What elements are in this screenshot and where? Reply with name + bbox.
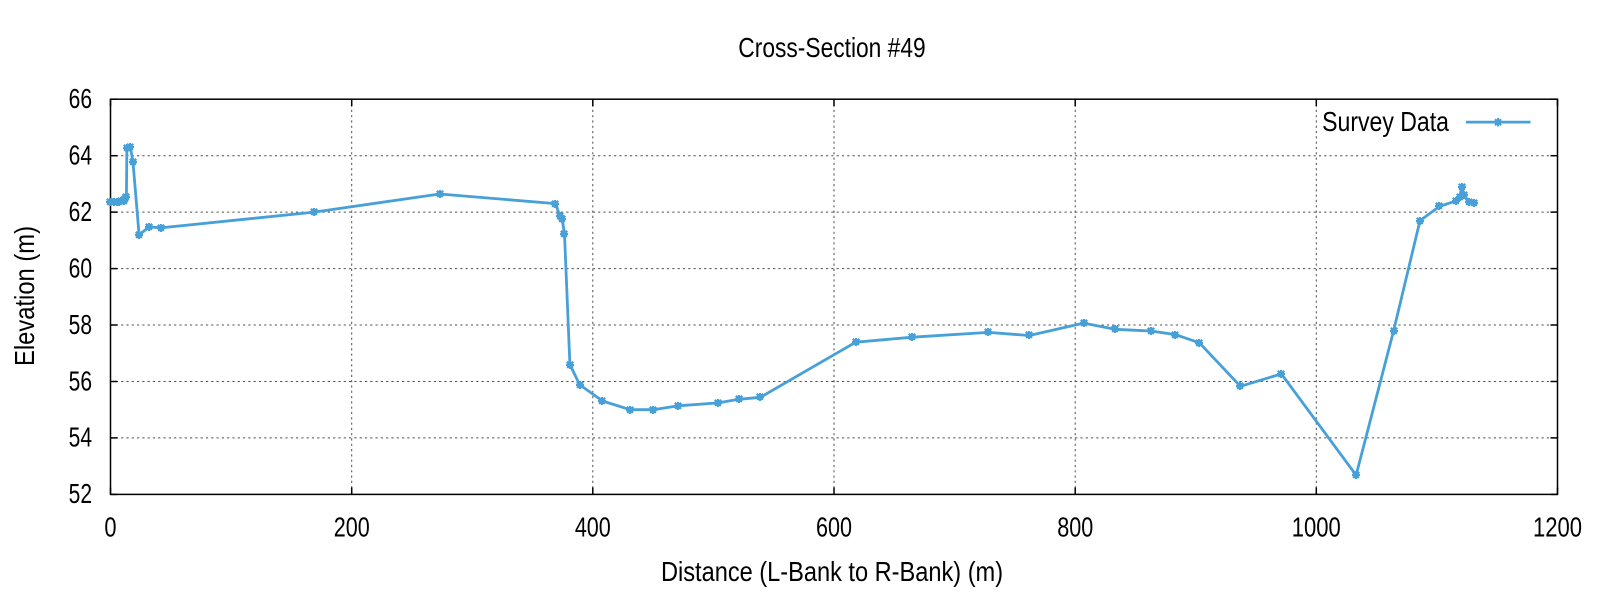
svg-text:200: 200 — [334, 512, 370, 543]
svg-text:Distance (L-Bank to R-Bank) (m: Distance (L-Bank to R-Bank) (m) — [661, 557, 1003, 587]
svg-text:52: 52 — [69, 479, 92, 510]
svg-text:66: 66 — [69, 84, 92, 115]
svg-text:800: 800 — [1057, 512, 1093, 543]
svg-text:62: 62 — [69, 197, 92, 228]
svg-text:58: 58 — [69, 310, 92, 341]
svg-text:0: 0 — [104, 512, 116, 543]
svg-text:600: 600 — [816, 512, 852, 543]
svg-text:1000: 1000 — [1292, 512, 1341, 543]
svg-text:64: 64 — [69, 141, 93, 172]
svg-text:Survey Data: Survey Data — [1322, 107, 1450, 138]
svg-text:400: 400 — [575, 512, 611, 543]
svg-text:Cross-Section #49: Cross-Section #49 — [738, 33, 925, 64]
svg-text:Elevation (m): Elevation (m) — [8, 226, 40, 366]
svg-text:54: 54 — [69, 423, 93, 454]
svg-text:56: 56 — [69, 367, 92, 398]
svg-text:60: 60 — [69, 254, 92, 285]
svg-text:1200: 1200 — [1533, 512, 1582, 543]
